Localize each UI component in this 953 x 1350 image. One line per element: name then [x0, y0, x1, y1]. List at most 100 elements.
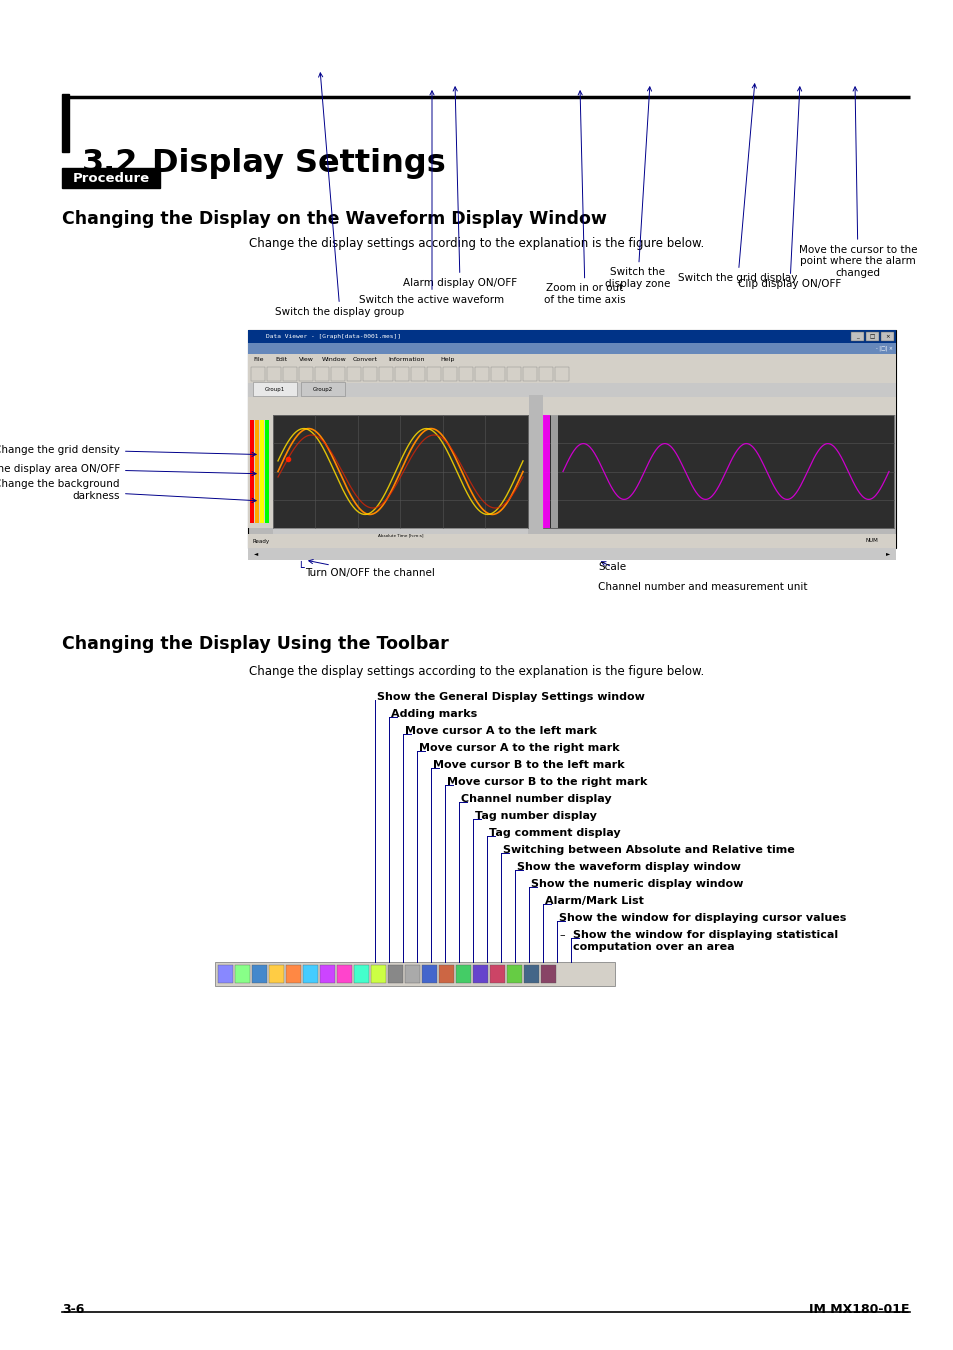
Text: –: –	[558, 930, 564, 940]
Text: Alarm display ON/OFF: Alarm display ON/OFF	[402, 86, 517, 288]
Text: Display Settings: Display Settings	[152, 148, 445, 180]
Bar	[267, 367, 281, 381]
Bar	[286, 965, 301, 983]
Bar	[314, 367, 329, 381]
Text: _: _	[855, 333, 858, 339]
Text: Switch the grid display: Switch the grid display	[678, 84, 797, 284]
Bar	[371, 965, 386, 983]
Text: Move cursor A to the left mark: Move cursor A to the left mark	[405, 726, 597, 736]
Text: Clip display ON/OFF: Clip display ON/OFF	[738, 86, 841, 289]
Bar	[506, 965, 521, 983]
Text: Tag number display: Tag number display	[475, 811, 597, 821]
Bar	[491, 367, 504, 381]
Bar	[538, 367, 553, 381]
Bar	[421, 965, 436, 983]
Bar	[62, 95, 69, 153]
Text: Move cursor B to the right mark: Move cursor B to the right mark	[447, 778, 647, 787]
Bar	[265, 420, 269, 522]
Bar	[254, 420, 258, 522]
Text: File: File	[253, 356, 263, 362]
Bar	[303, 965, 317, 983]
Text: 3.2: 3.2	[82, 148, 138, 180]
Bar	[473, 965, 488, 983]
Bar	[269, 965, 284, 983]
Bar	[214, 963, 615, 986]
Bar	[378, 367, 393, 381]
Text: Channel number display: Channel number display	[460, 794, 611, 805]
Text: View: View	[298, 356, 314, 362]
Bar	[522, 367, 537, 381]
Text: Adding marks: Adding marks	[391, 709, 476, 720]
Bar	[551, 414, 558, 528]
Bar	[542, 414, 893, 528]
Bar	[283, 367, 296, 381]
Bar	[427, 367, 440, 381]
Text: Turn ON/OFF the channel: Turn ON/OFF the channel	[305, 559, 435, 578]
Bar	[62, 167, 160, 188]
Text: Zoom in or out
of the time axis: Zoom in or out of the time axis	[543, 90, 625, 305]
Text: Edit: Edit	[275, 356, 288, 362]
Bar	[218, 965, 233, 983]
Bar	[331, 367, 345, 381]
Text: Change the background
darkness: Change the background darkness	[0, 479, 255, 502]
Text: □: □	[869, 333, 874, 339]
Bar	[248, 414, 273, 528]
Text: └: └	[296, 563, 303, 572]
Text: Show the General Display Settings window: Show the General Display Settings window	[376, 693, 644, 702]
Bar	[405, 965, 419, 983]
Bar	[248, 397, 895, 414]
Text: Show the numeric display window: Show the numeric display window	[531, 879, 742, 890]
Text: ×: ×	[884, 333, 889, 339]
Bar	[529, 396, 542, 528]
Bar	[388, 965, 402, 983]
Bar	[248, 548, 895, 560]
Bar	[475, 367, 489, 381]
Bar	[442, 367, 456, 381]
Text: Alarm/Mark List: Alarm/Mark List	[544, 896, 643, 906]
Bar	[555, 367, 568, 381]
Bar	[490, 965, 504, 983]
Bar	[248, 329, 895, 343]
Text: Move cursor A to the right mark: Move cursor A to the right mark	[418, 743, 619, 753]
Bar	[260, 420, 264, 522]
Bar	[234, 965, 250, 983]
Bar	[850, 332, 863, 342]
Text: Changing the Display on the Waveform Display Window: Changing the Display on the Waveform Dis…	[62, 211, 606, 228]
Bar	[253, 382, 296, 396]
Bar	[250, 420, 253, 522]
Bar	[319, 965, 335, 983]
Bar	[298, 367, 313, 381]
Text: Switch the display group: Switch the display group	[275, 73, 404, 317]
Bar	[438, 965, 454, 983]
Bar	[273, 414, 527, 528]
Text: Ready: Ready	[253, 539, 270, 544]
Bar	[273, 528, 527, 541]
Text: Window: Window	[321, 356, 346, 362]
Bar	[456, 965, 471, 983]
Text: - |□| ×: - |□| ×	[875, 346, 892, 351]
Text: Tag comment display: Tag comment display	[489, 828, 620, 838]
Bar	[252, 965, 267, 983]
Text: Move the cursor to the
point where the alarm
changed: Move the cursor to the point where the a…	[798, 86, 916, 278]
Bar	[347, 367, 360, 381]
Text: Changing the Display Using the Toolbar: Changing the Display Using the Toolbar	[62, 634, 448, 653]
Bar	[865, 332, 878, 342]
Bar	[411, 367, 424, 381]
Text: NUM: NUM	[865, 539, 878, 544]
Bar	[251, 367, 265, 381]
Text: Group2: Group2	[313, 387, 333, 393]
Text: Procedure: Procedure	[72, 171, 150, 185]
Text: Move cursor B to the left mark: Move cursor B to the left mark	[433, 760, 624, 770]
Text: Data Viewer - [Graph[data-0001.mes]]: Data Viewer - [Graph[data-0001.mes]]	[266, 333, 400, 339]
Text: Show the window for displaying cursor values: Show the window for displaying cursor va…	[558, 913, 845, 923]
Bar	[540, 965, 556, 983]
Bar	[248, 343, 895, 354]
Text: Switch the
display zone: Switch the display zone	[604, 86, 670, 289]
Bar	[523, 965, 538, 983]
Bar	[248, 383, 895, 397]
Bar	[248, 354, 895, 364]
Bar	[301, 382, 345, 396]
Bar	[248, 364, 895, 383]
Text: ►: ►	[884, 552, 889, 556]
Text: Switching between Absolute and Relative time: Switching between Absolute and Relative …	[502, 845, 794, 855]
